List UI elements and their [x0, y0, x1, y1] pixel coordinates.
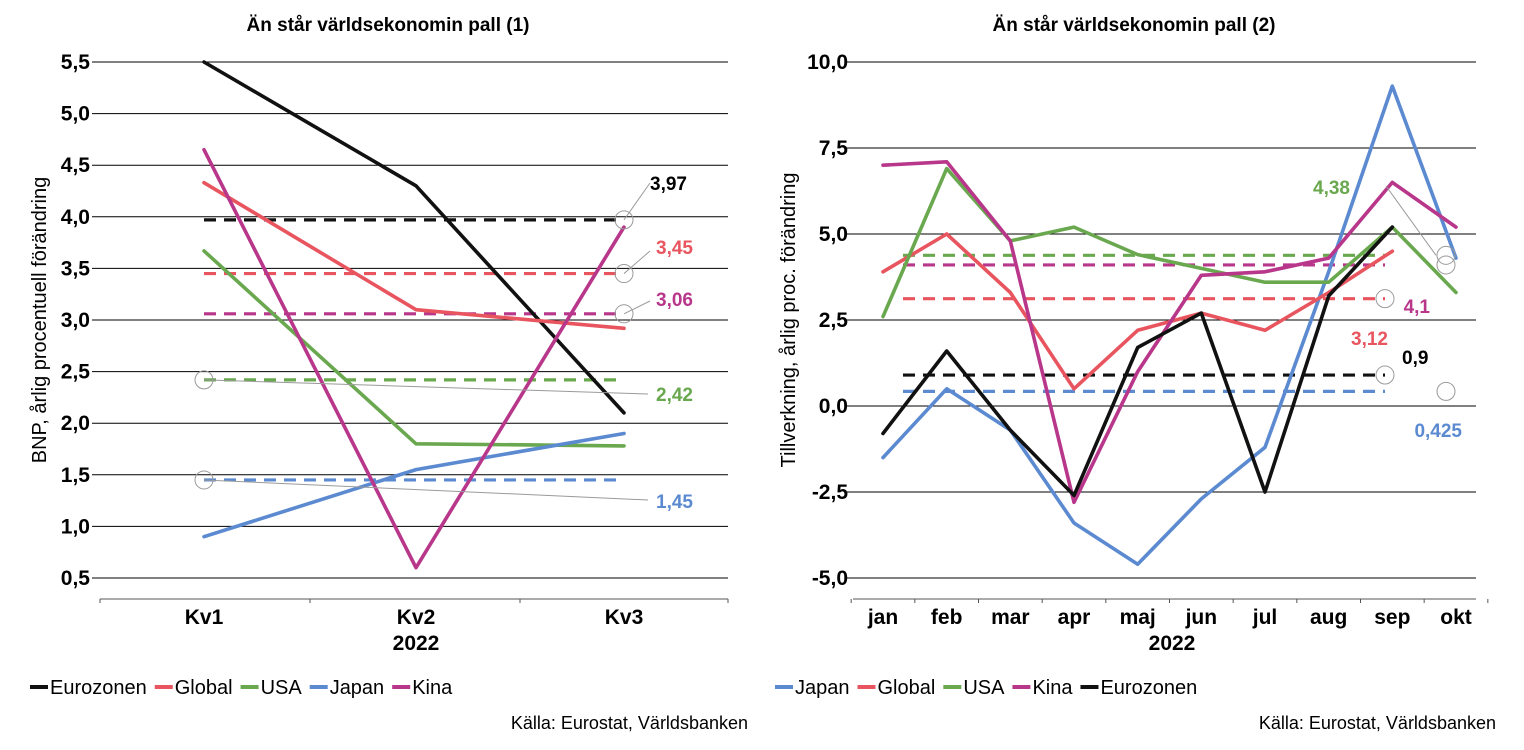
chart2-annotation-marker [1375, 365, 1395, 385]
chart2-ytick-label: -2,5 [812, 481, 849, 504]
chart1-series-eurozonen [202, 60, 626, 415]
chart1-annotation-leader [623, 250, 651, 274]
chart1-legend-global: Global [175, 677, 233, 699]
chart1-ylabel: BNP, årlig procentuell förändring [29, 177, 51, 463]
chart2-title: Än står världsekonomin pall (2) [993, 15, 1276, 36]
chart1-legend-eurozonen: Eurozonen [50, 677, 147, 699]
chart1-series-global [202, 180, 626, 331]
chart2-annotation-marker [1436, 245, 1456, 265]
chart1-ytick-label: 4,5 [61, 154, 91, 177]
chart1-annotation-eurozonen: 3,97 [650, 174, 687, 195]
chart2-legend-global: Global [878, 677, 936, 699]
chart1-legend-kina: Kina [412, 677, 453, 699]
chart1-ytick-label: 1,0 [61, 515, 90, 538]
chart2-ylabel: Tillverkning, årlig proc. förändring [778, 173, 800, 468]
chart2-series-usa [881, 166, 1458, 319]
chart1-series-japan [202, 431, 626, 539]
chart2-legend-kina: Kina [1032, 677, 1073, 699]
chart1-ytick-label: 3,5 [61, 257, 91, 280]
chart1-annotation-marker [614, 304, 634, 324]
chart2-series-japan [881, 84, 1458, 566]
chart2-xtick-feb: feb [931, 606, 963, 629]
chart1-annotation-global: 3,45 [656, 238, 693, 259]
chart2-xtick-apr: apr [1058, 606, 1091, 629]
chart2-ytick-label: 5,0 [819, 223, 848, 246]
chart1-annotation-leader [203, 479, 649, 501]
chart1-annotation-marker [614, 264, 634, 284]
chart1-ytick-label: 2,0 [61, 412, 90, 435]
chart2-legend-japan: Japan [795, 677, 850, 699]
chart1-legend-japan: Japan [330, 677, 385, 699]
chart1-xtick-kv2: Kv2 [397, 606, 436, 629]
chart1-xlabel: 2022 [393, 632, 440, 655]
chart2-annotation-global: 3,12 [1351, 329, 1388, 350]
chart1-annotation-leader [623, 182, 651, 221]
chart1-annotation-usa: 2,42 [656, 385, 693, 406]
chart1-series-kina [202, 147, 626, 570]
chart2-annotation-japan: 0,425 [1414, 421, 1462, 442]
chart2-xtick-sep: sep [1374, 606, 1410, 629]
chart2-xtick-jun: jun [1185, 606, 1218, 629]
chart2-ytick-label: 2,5 [819, 309, 849, 332]
chart1-annotation-leader [203, 379, 649, 395]
chart2-annotation-marker [1436, 381, 1456, 401]
chart1-ytick-label: 1,5 [61, 464, 91, 487]
chart2-annotation-eurozonen: 0,9 [1402, 348, 1428, 369]
chart2-xtick-mar: mar [991, 606, 1030, 629]
chart2-legend-eurozonen: Eurozonen [1100, 677, 1197, 699]
chart2-series-eurozonen [881, 225, 1395, 498]
chart1-title: Än står världsekonomin pall (1) [247, 15, 530, 36]
chart1-xtick-kv3: Kv3 [605, 606, 644, 629]
chart2-xtick-maj: maj [1120, 606, 1156, 629]
chart2-ytick-label: 0,0 [819, 395, 848, 418]
chart2-annotation-usa: 4,38 [1313, 178, 1350, 199]
chart1-series-usa [202, 249, 626, 448]
chart2-ytick-label: 7,5 [819, 137, 849, 160]
chart1-ytick-label: 0,5 [61, 567, 91, 590]
chart2-annotation-leader [1385, 185, 1437, 256]
chart1-ytick-label: 2,5 [61, 361, 91, 384]
chart2-series-kina [881, 160, 1458, 505]
chart1-legend-usa: USA [261, 677, 303, 699]
chart2-ytick-label: 10,0 [807, 51, 848, 74]
chart2-series-global [881, 232, 1395, 391]
chart1-ytick-label: 3,0 [61, 309, 90, 332]
chart1-annotation-marker [614, 210, 634, 230]
chart1-annotation-kina: 3,06 [656, 290, 693, 311]
chart2-ytick-label: -5,0 [812, 567, 848, 590]
chart1-xtick-kv1: Kv1 [185, 606, 224, 629]
chart1-ytick-label: 5,5 [61, 51, 91, 74]
chart1-source: Källa: Eurostat, Världsbanken [511, 713, 748, 733]
chart2-annotation-marker [1375, 289, 1395, 309]
chart2-xtick-okt: okt [1440, 606, 1472, 629]
chart1-plot: 5,5 5,0 4,5 4,0 3,5 3,0 2,5 2,0 1,5 1,0 0,5 Kv1 Kv2 K… [30, 51, 729, 699]
chart2-xtick-jan: jan [867, 606, 898, 629]
chart2-legend-usa: USA [963, 677, 1005, 699]
chart1-ytick-label: 5,0 [61, 103, 90, 126]
chart2-plot: 10,0 7,5 5,0 2,5 0,0 -2,5 -5,0 jan feb mar apr maj j… [775, 51, 1489, 699]
chart2-xtick-aug: aug [1310, 606, 1347, 629]
chart1-ytick-label: 4,0 [61, 206, 90, 229]
chart2-xtick-jul: jul [1252, 606, 1278, 629]
chart2-annotation-kina: 4,1 [1404, 297, 1431, 318]
chart1-annotation-japan: 1,45 [656, 492, 693, 513]
chart2-annotation-marker [1436, 255, 1456, 275]
chart2-source: Källa: Eurostat, Världsbanken [1259, 713, 1496, 733]
chart2-xlabel: 2022 [1149, 632, 1196, 655]
chart1-annotation-leader [623, 300, 651, 315]
